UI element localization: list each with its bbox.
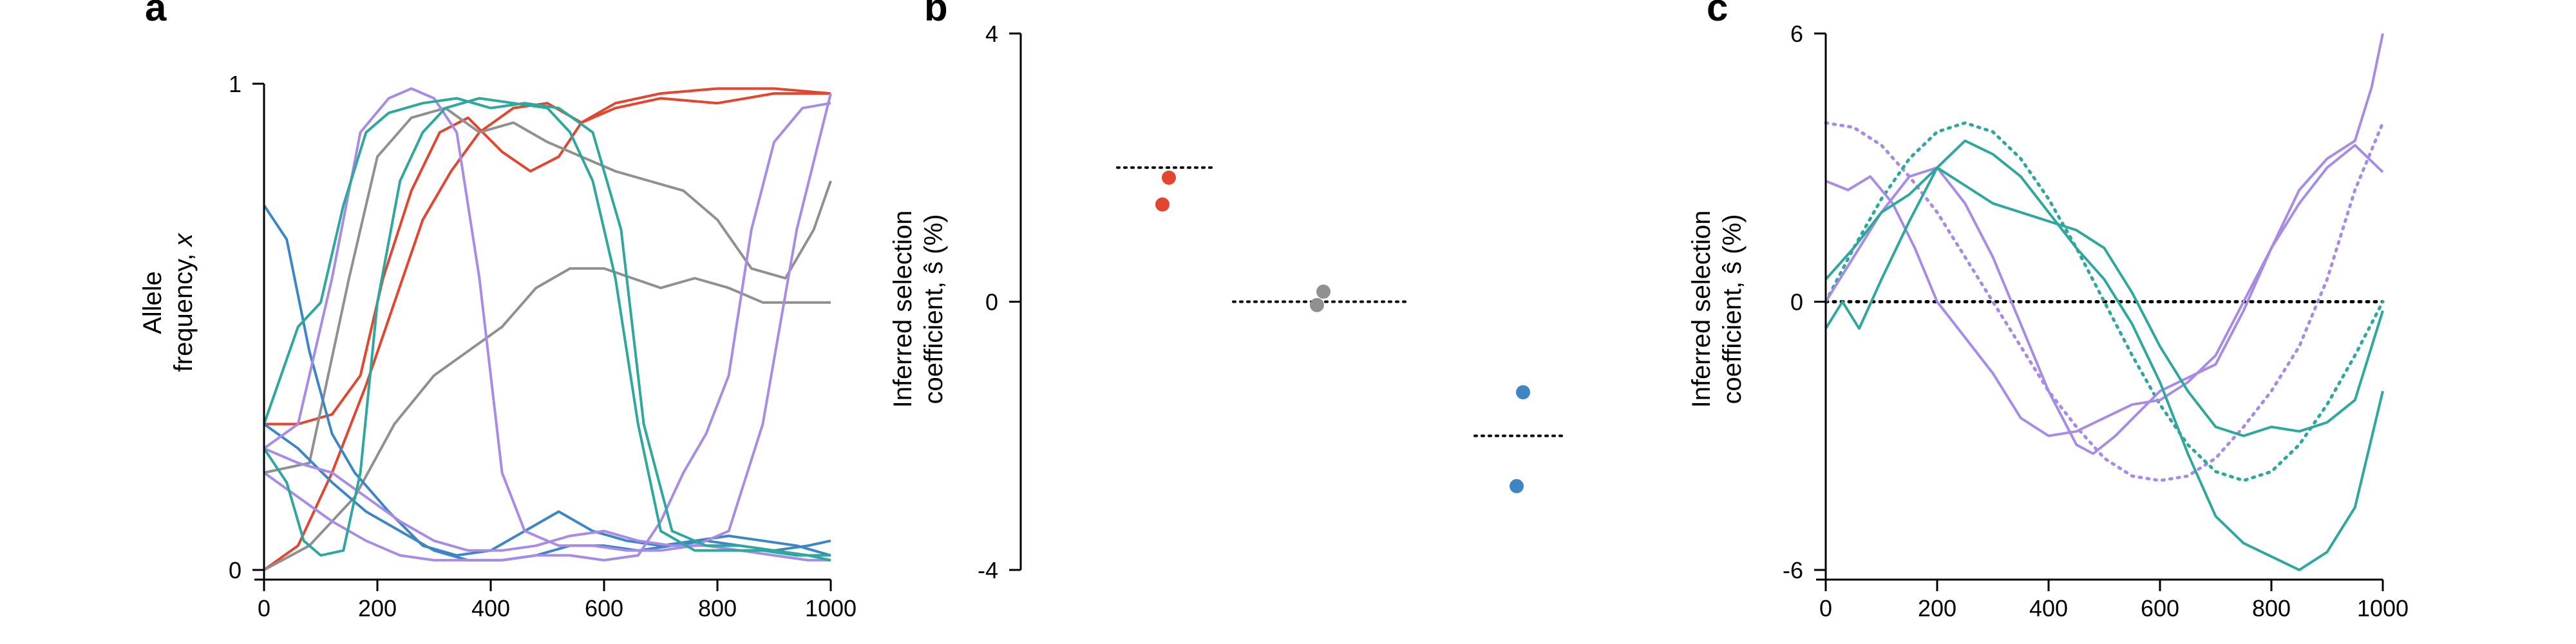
panel-a-ylabel-line2-var: x bbox=[169, 232, 198, 248]
panel-b: b Inferred selection coefficient, ŝ (%) … bbox=[889, 0, 1566, 583]
panel-b-y-tick-label: 4 bbox=[985, 21, 998, 47]
panel-c-x-tick-label: 800 bbox=[2252, 595, 2291, 621]
panel-b-marks-group bbox=[1116, 166, 1566, 493]
panel-a-x-tick-label: 1000 bbox=[805, 595, 857, 621]
panel-a-series-line-2 bbox=[263, 267, 831, 571]
panel-a-series-line-3 bbox=[263, 106, 832, 474]
panel-c-y-tick-label: 6 bbox=[1790, 21, 1803, 47]
panel-b-point-1-1 bbox=[1310, 298, 1324, 312]
panel-c-x-tick-label: 200 bbox=[1918, 595, 1956, 621]
panel-c-reference-line-1 bbox=[1824, 121, 2385, 482]
panel-a-x-tick-label: 400 bbox=[471, 595, 510, 621]
panel-c-series-line-3 bbox=[1824, 139, 2384, 571]
panel-a-y-tick-label: 1 bbox=[229, 71, 242, 97]
panel-a-ylabel-line2-text: frequency, bbox=[169, 247, 198, 372]
panel-a-x-tick-label: 600 bbox=[585, 595, 623, 621]
panel-c-reference-lines bbox=[1824, 121, 2385, 482]
panel-a-series-line-10 bbox=[263, 97, 831, 562]
panel-c-x-tick-label: 0 bbox=[1819, 595, 1832, 621]
panel-b-point-0-0 bbox=[1162, 170, 1176, 185]
panel-b-ylabel-line1: Inferred selection bbox=[889, 211, 917, 408]
panel-a-ylabel-line1: Allele bbox=[138, 271, 167, 334]
panel-a-letter: a bbox=[145, 0, 167, 29]
panel-a-x-tick-label: 800 bbox=[698, 595, 737, 621]
panel-a-axes: 0 200 400 600 800 1000 0 1 bbox=[229, 71, 857, 621]
panel-c-ylabel-line1: Inferred selection bbox=[1687, 211, 1716, 408]
panel-b-y-tick-label: -4 bbox=[978, 557, 998, 583]
panel-c-x-tick-label: 600 bbox=[2141, 595, 2179, 621]
panel-a: a Allele frequency, x 0 200 400 600 800 10000… bbox=[138, 0, 857, 621]
panel-c-series-line-1 bbox=[1824, 33, 2384, 455]
panel-c-reference-line-2 bbox=[1824, 121, 2385, 482]
panel-b-point-1-0 bbox=[1316, 284, 1331, 299]
panel-c: c Inferred selection coefficient, ŝ (%) … bbox=[1687, 0, 2409, 621]
panel-c-axes: 0 200 400 600 800 1000 -6 0 6 bbox=[1783, 21, 2409, 621]
panel-c-y-tick-label: -6 bbox=[1783, 557, 1803, 583]
panel-c-x-tick-label: 400 bbox=[2029, 595, 2068, 621]
panel-b-point-2-1 bbox=[1510, 478, 1524, 493]
panel-c-ylabel-line2: coefficient, ŝ (%) bbox=[1718, 214, 1747, 404]
panel-c-series-line-2 bbox=[1824, 166, 2384, 437]
panel-b-point-2-0 bbox=[1516, 385, 1530, 400]
panel-b-axes: -4 0 4 bbox=[978, 21, 1022, 583]
panel-a-series-group bbox=[263, 87, 832, 571]
panel-a-y-tick-label: 0 bbox=[229, 557, 242, 583]
panel-a-x-tick-label: 0 bbox=[258, 595, 270, 621]
panel-b-point-0-1 bbox=[1155, 197, 1170, 212]
panel-c-y-tick-label: 0 bbox=[1790, 289, 1803, 316]
panel-a-x-tick-label: 200 bbox=[358, 595, 397, 621]
panel-a-series-line-1 bbox=[264, 87, 831, 426]
panel-a-ylabel-line2: frequency, x bbox=[169, 232, 198, 372]
panel-a-series-line-9 bbox=[263, 97, 831, 557]
panel-c-x-tick-label: 1000 bbox=[2357, 595, 2409, 621]
panel-a-series-line-7 bbox=[263, 102, 831, 562]
panel-c-letter: c bbox=[1707, 0, 1728, 29]
panel-a-series-line-0 bbox=[263, 92, 831, 571]
panel-b-letter: b bbox=[924, 0, 948, 29]
panel-c-series-line-0 bbox=[1825, 144, 2384, 437]
panel-c-series-group bbox=[1824, 33, 2384, 571]
panel-b-ylabel-line2: coefficient, ŝ (%) bbox=[920, 214, 948, 404]
panel-b-y-tick-label: 0 bbox=[985, 289, 998, 316]
panel-a-series-line-6 bbox=[263, 87, 832, 552]
